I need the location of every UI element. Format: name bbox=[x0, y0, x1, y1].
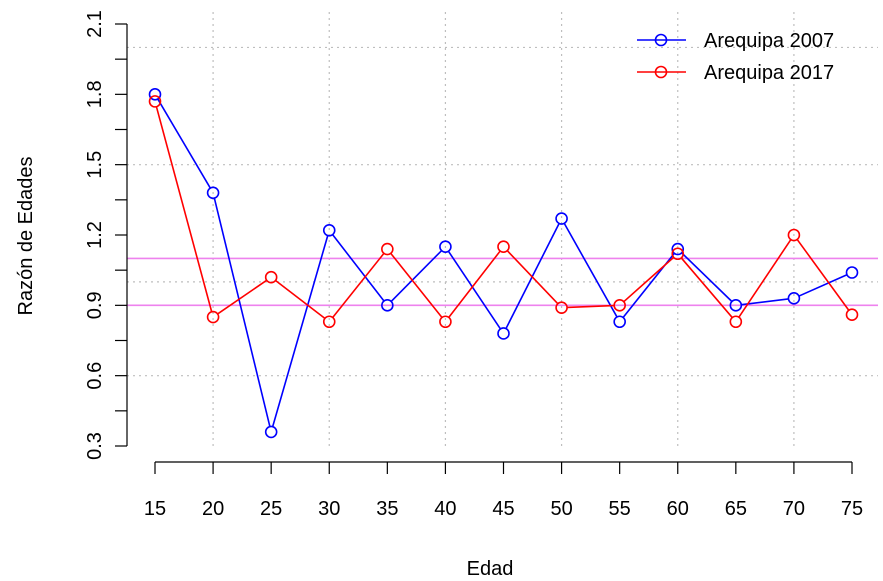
series-line-arequipa-2017 bbox=[680, 257, 733, 319]
data-point-arequipa-2017 bbox=[845, 308, 859, 322]
series-layer bbox=[148, 88, 859, 439]
series-line-arequipa-2007 bbox=[447, 250, 502, 330]
x-tick-label: 60 bbox=[667, 498, 689, 520]
y-tick-label: 0.9 bbox=[84, 291, 106, 319]
series-line-arequipa-2017 bbox=[623, 256, 675, 303]
y-tick-label: 1.8 bbox=[84, 80, 106, 108]
x-tick-label: 55 bbox=[609, 498, 631, 520]
data-point-arequipa-2017 bbox=[439, 315, 452, 329]
data-point-arequipa-2007 bbox=[206, 186, 220, 200]
data-point-arequipa-2017 bbox=[613, 299, 626, 312]
series-line-arequipa-2007 bbox=[681, 252, 733, 303]
data-point-arequipa-2017 bbox=[729, 315, 743, 329]
data-point-arequipa-2007 bbox=[845, 266, 859, 279]
legend: Arequipa 2007 Arequipa 2017 bbox=[637, 30, 834, 84]
series-line-arequipa-2017 bbox=[796, 238, 850, 311]
series-line-arequipa-2007 bbox=[213, 197, 271, 427]
x-tick-label: 75 bbox=[841, 498, 863, 520]
series-line-arequipa-2017 bbox=[332, 252, 385, 318]
x-tick-label: 15 bbox=[144, 498, 166, 520]
x-tick-label: 45 bbox=[492, 498, 514, 520]
data-point-arequipa-2017 bbox=[381, 242, 394, 256]
x-tick-label: 50 bbox=[550, 498, 572, 520]
data-point-arequipa-2017 bbox=[322, 315, 336, 329]
legend-marker-arequipa-2017 bbox=[654, 65, 668, 79]
data-point-arequipa-2017 bbox=[264, 270, 278, 284]
series-line-arequipa-2017 bbox=[506, 250, 559, 305]
data-point-arequipa-2017 bbox=[671, 247, 685, 261]
series-line-arequipa-2017 bbox=[390, 252, 443, 318]
series-line-arequipa-2007 bbox=[741, 298, 789, 306]
data-point-arequipa-2007 bbox=[439, 240, 452, 254]
series-line-arequipa-2007 bbox=[331, 234, 385, 302]
data-point-arequipa-2007 bbox=[613, 315, 626, 329]
data-point-arequipa-2007 bbox=[381, 299, 394, 312]
data-point-arequipa-2007 bbox=[148, 88, 162, 101]
series-line-arequipa-2017 bbox=[275, 279, 326, 320]
y-tick-label: 1.5 bbox=[84, 151, 106, 179]
axes: 0.3 0.6 0.9 1.2 1.5 1.8 2.1 15 20 25 30 35 40 45 50 55 6… bbox=[84, 10, 863, 520]
x-tick-label: 65 bbox=[725, 498, 747, 520]
y-axis-title: Razón de Edades bbox=[15, 156, 37, 315]
data-point-arequipa-2007 bbox=[787, 291, 801, 305]
data-point-arequipa-2017 bbox=[206, 310, 220, 324]
data-point-arequipa-2007 bbox=[264, 425, 278, 439]
data-point-arequipa-2017 bbox=[497, 240, 510, 254]
data-point-arequipa-2007 bbox=[671, 242, 685, 256]
x-tick-label: 30 bbox=[318, 498, 340, 520]
y-tick-label: 0.6 bbox=[84, 362, 106, 390]
y-tick-label: 0.3 bbox=[84, 432, 106, 460]
reference-lines bbox=[127, 257, 878, 307]
data-point-arequipa-2007 bbox=[555, 212, 568, 225]
x-tick-label: 25 bbox=[260, 498, 282, 520]
legend-marker-arequipa-2007 bbox=[654, 33, 668, 47]
data-point-arequipa-2007 bbox=[322, 224, 336, 237]
x-axis-title: Edad bbox=[467, 558, 514, 580]
data-point-arequipa-2017 bbox=[787, 228, 801, 242]
series-line-arequipa-2017 bbox=[448, 250, 501, 318]
data-point-arequipa-2007 bbox=[497, 327, 510, 340]
series-line-arequipa-2007 bbox=[505, 223, 560, 329]
series-line-arequipa-2007 bbox=[390, 250, 443, 302]
y-tick-label: 2.1 bbox=[84, 10, 106, 38]
x-tick-label: 40 bbox=[434, 498, 456, 520]
legend-label-arequipa-2007: Arequipa 2007 bbox=[704, 30, 834, 52]
data-point-arequipa-2017 bbox=[148, 95, 162, 108]
series-line-arequipa-2007 bbox=[563, 222, 618, 318]
data-point-arequipa-2017 bbox=[555, 301, 568, 314]
series-line-arequipa-2017 bbox=[155, 106, 213, 312]
x-tick-label: 20 bbox=[202, 498, 224, 520]
series-line-arequipa-2007 bbox=[157, 98, 211, 189]
series-line-arequipa-2007 bbox=[271, 235, 329, 427]
x-tick-label: 70 bbox=[783, 498, 805, 520]
data-point-arequipa-2007 bbox=[729, 299, 743, 312]
series-line-arequipa-2017 bbox=[567, 304, 615, 309]
series-line-arequipa-2007 bbox=[798, 274, 848, 297]
y-tick-label: 1.2 bbox=[84, 221, 106, 249]
series-line-arequipa-2017 bbox=[217, 279, 268, 315]
legend-label-arequipa-2017: Arequipa 2017 bbox=[704, 62, 834, 84]
x-tick-label: 35 bbox=[376, 498, 398, 520]
series-line-arequipa-2017 bbox=[738, 239, 792, 318]
